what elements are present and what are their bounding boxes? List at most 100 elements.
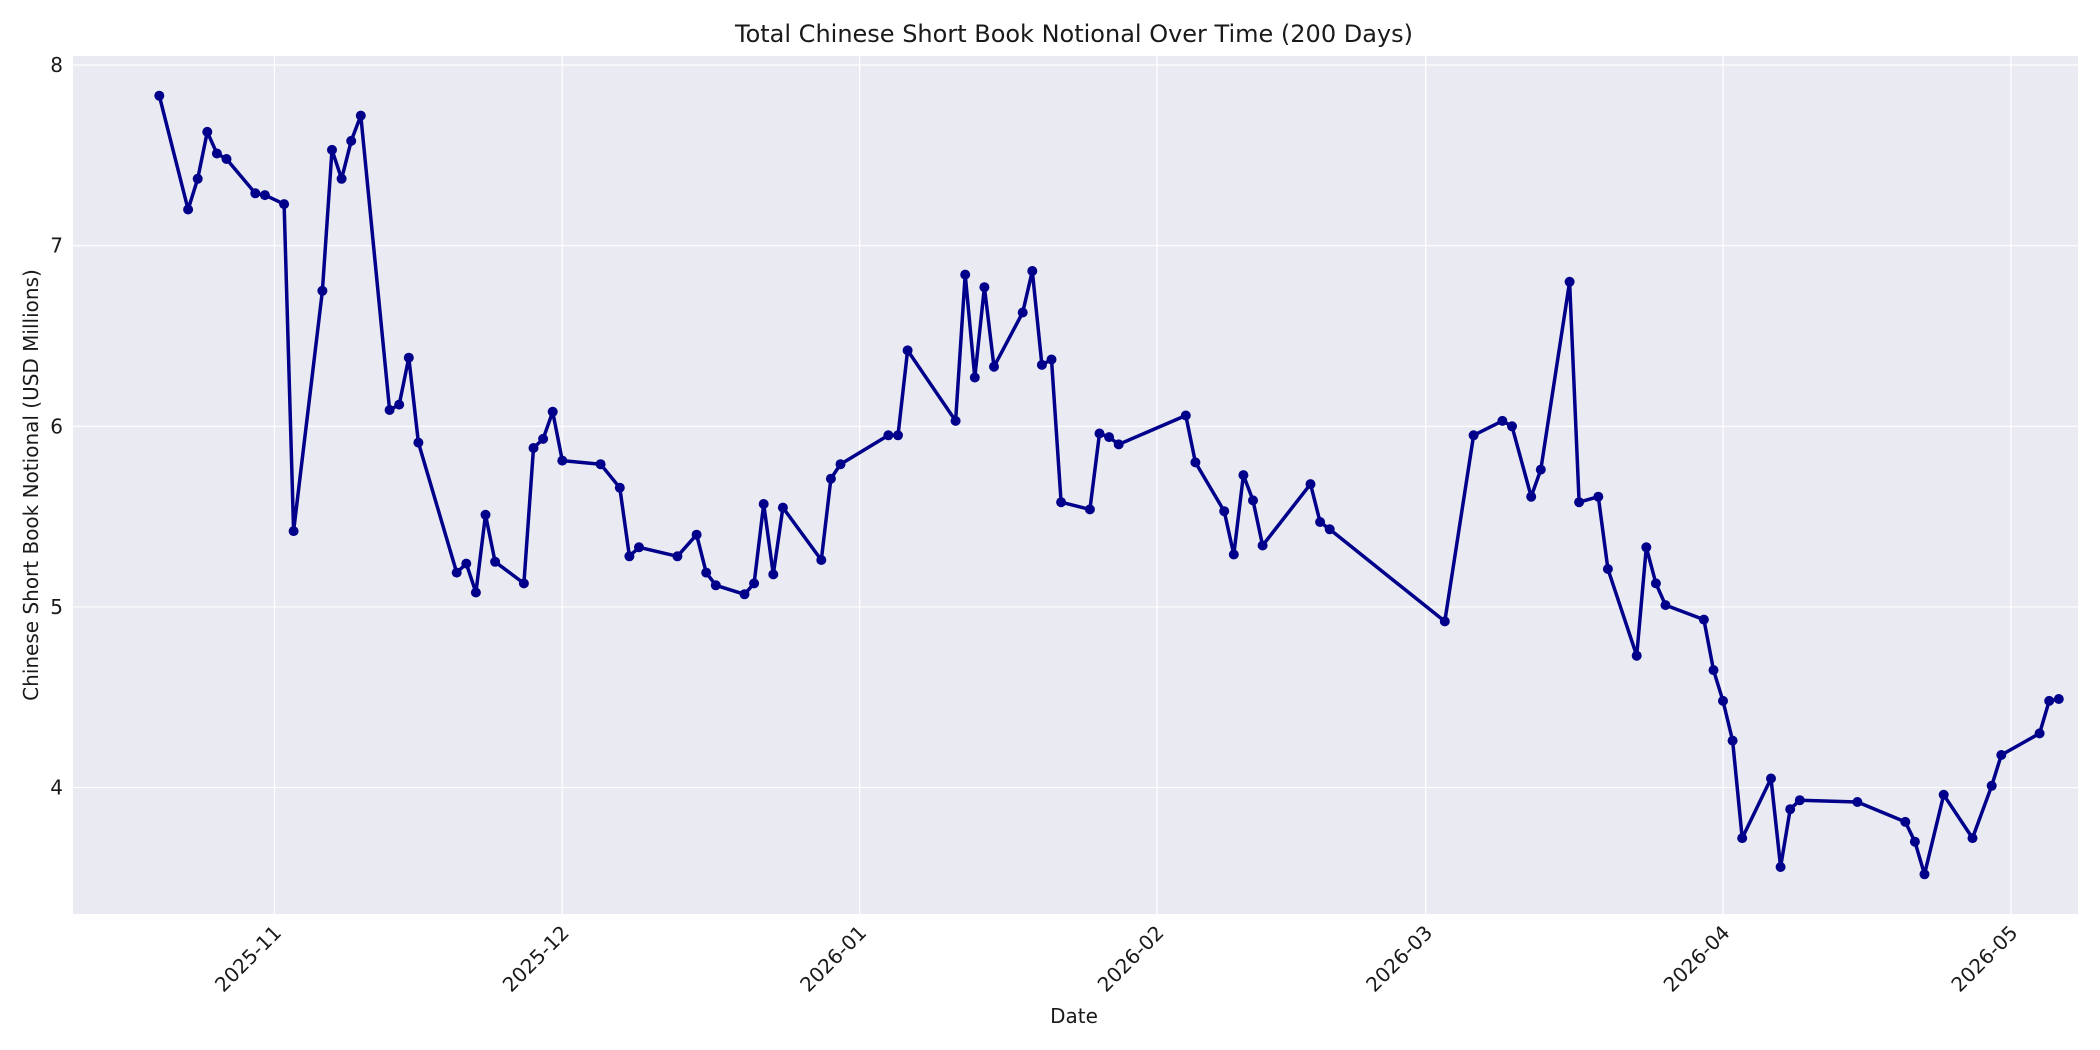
data-point xyxy=(1737,833,1748,844)
data-point xyxy=(1017,307,1028,318)
data-point xyxy=(768,569,779,580)
data-point xyxy=(1900,816,1911,827)
data-point xyxy=(1324,524,1335,535)
data-point xyxy=(183,204,194,215)
data-point xyxy=(346,135,357,146)
data-point xyxy=(883,430,894,441)
data-point xyxy=(1036,359,1047,370)
data-point xyxy=(1650,578,1661,589)
data-point xyxy=(1535,464,1546,475)
data-point xyxy=(1574,497,1585,508)
data-point xyxy=(2044,695,2055,706)
data-point xyxy=(413,437,424,448)
data-point xyxy=(1094,428,1105,439)
data-point xyxy=(710,580,721,591)
data-point xyxy=(825,473,836,484)
data-point xyxy=(1315,517,1326,527)
data-point xyxy=(1631,650,1642,661)
data-point xyxy=(739,589,750,600)
data-point xyxy=(1113,439,1124,450)
data-point xyxy=(1238,470,1249,481)
data-point xyxy=(701,567,712,578)
data-point xyxy=(557,455,568,466)
data-point xyxy=(595,459,606,470)
data-point xyxy=(1660,600,1671,611)
data-point xyxy=(221,154,232,164)
data-point xyxy=(211,148,222,159)
data-point xyxy=(288,526,299,537)
data-point xyxy=(835,459,846,470)
data-point xyxy=(1228,549,1239,560)
y-tick-label: 7 xyxy=(50,234,63,258)
data-point xyxy=(528,443,539,453)
data-point xyxy=(192,173,203,184)
data-point xyxy=(1641,542,1652,553)
data-point xyxy=(1996,750,2007,760)
data-point xyxy=(480,509,491,520)
data-point xyxy=(1219,506,1230,517)
data-point xyxy=(154,90,165,101)
data-point xyxy=(461,558,472,569)
data-point xyxy=(1257,540,1268,551)
data-point xyxy=(1727,735,1738,746)
data-point xyxy=(1852,797,1863,807)
data-point xyxy=(317,285,328,296)
data-point xyxy=(672,551,683,562)
data-point xyxy=(1919,869,1930,880)
data-point xyxy=(1305,479,1316,490)
data-point xyxy=(327,144,337,155)
data-point xyxy=(1248,495,1258,506)
data-point xyxy=(1497,415,1508,426)
data-point xyxy=(1593,491,1604,502)
data-point xyxy=(989,361,999,372)
data-point xyxy=(1046,354,1057,365)
data-point xyxy=(749,578,760,589)
data-point xyxy=(250,188,261,199)
data-point xyxy=(893,430,903,441)
data-point xyxy=(202,126,213,137)
data-point xyxy=(355,110,366,121)
data-point xyxy=(950,415,961,426)
data-point xyxy=(547,406,558,417)
data-point xyxy=(624,551,635,562)
data-point xyxy=(1785,804,1796,815)
data-point xyxy=(279,199,290,210)
series xyxy=(154,90,2064,880)
x-axis-label: Date xyxy=(1050,1004,1098,1028)
data-point xyxy=(538,433,549,444)
grid xyxy=(73,56,2078,914)
data-point xyxy=(1439,616,1450,627)
data-point xyxy=(1708,665,1719,676)
data-point xyxy=(979,282,990,293)
data-point xyxy=(1718,695,1728,706)
data-point xyxy=(1526,491,1537,502)
data-point xyxy=(969,372,980,383)
data-point xyxy=(1986,780,1997,791)
data-point xyxy=(1104,432,1115,443)
data-point xyxy=(634,542,644,553)
data-point xyxy=(384,405,395,415)
data-point xyxy=(2053,694,2064,704)
data-point xyxy=(614,482,625,493)
data-point xyxy=(1775,862,1786,872)
data-point xyxy=(336,173,347,184)
data-point xyxy=(777,502,788,513)
data-point xyxy=(1967,833,1978,844)
data-point xyxy=(902,345,913,356)
data-point xyxy=(394,399,405,410)
plot-area xyxy=(73,56,2078,914)
data-point xyxy=(1056,497,1067,508)
data-point xyxy=(691,529,702,540)
data-point xyxy=(490,556,501,567)
chart-title: Total Chinese Short Book Notional Over T… xyxy=(734,20,1413,48)
y-tick-label: 8 xyxy=(50,53,63,77)
data-point xyxy=(816,555,827,565)
data-point xyxy=(2034,728,2045,739)
data-point xyxy=(1027,266,1038,276)
data-point xyxy=(518,578,529,589)
y-tick-label: 6 xyxy=(50,414,63,438)
data-point xyxy=(1468,430,1479,441)
data-point xyxy=(470,587,481,598)
data-point xyxy=(960,269,971,280)
